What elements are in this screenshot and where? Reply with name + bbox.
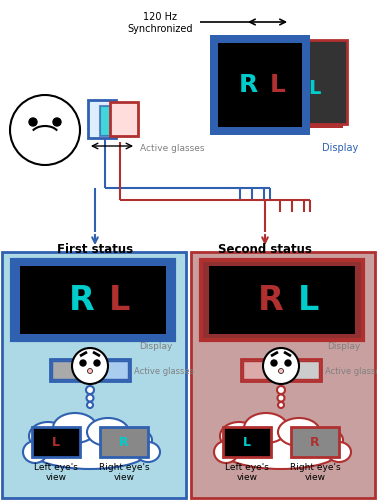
Bar [50, 359, 130, 381]
Text: R: R [257, 284, 283, 316]
Text: Display: Display [322, 143, 358, 153]
Text: Right eye's
view: Right eye's view [290, 463, 340, 482]
Ellipse shape [214, 441, 238, 463]
Text: R: R [119, 436, 129, 448]
Bar [201, 260, 363, 340]
Bar [100, 106, 124, 136]
Text: L: L [308, 78, 320, 98]
Ellipse shape [23, 441, 47, 463]
Bar [291, 427, 339, 457]
Bar [241, 359, 321, 381]
Circle shape [29, 118, 37, 126]
Text: Right eye's
view: Right eye's view [99, 463, 149, 482]
Ellipse shape [278, 418, 320, 446]
Text: R: R [69, 284, 94, 316]
Circle shape [263, 348, 299, 384]
Text: First status: First status [57, 243, 133, 256]
Circle shape [271, 360, 277, 366]
Circle shape [10, 95, 80, 165]
Text: L: L [270, 73, 286, 97]
Circle shape [80, 360, 86, 366]
Ellipse shape [53, 413, 97, 443]
Bar [52, 361, 88, 379]
Bar [223, 427, 271, 457]
Text: Active glasses: Active glasses [325, 368, 377, 376]
Circle shape [285, 360, 291, 366]
Circle shape [277, 386, 285, 394]
Bar [264, 54, 337, 122]
Bar [100, 427, 148, 457]
Ellipse shape [244, 413, 288, 443]
Circle shape [86, 394, 93, 402]
Bar [191, 252, 375, 498]
Text: Left eye's
view: Left eye's view [34, 463, 78, 482]
Ellipse shape [30, 431, 150, 469]
Circle shape [94, 360, 100, 366]
Text: Display: Display [328, 342, 361, 351]
Text: L: L [52, 436, 60, 448]
Text: 120 Hz
Synchronized: 120 Hz Synchronized [127, 12, 193, 34]
Ellipse shape [120, 429, 152, 451]
Text: L: L [297, 284, 319, 316]
Circle shape [86, 386, 94, 394]
Text: R: R [279, 78, 294, 98]
Text: R: R [238, 73, 257, 97]
Bar [209, 266, 355, 334]
Bar [218, 43, 302, 127]
Text: L: L [109, 284, 130, 316]
Bar [110, 102, 138, 136]
Ellipse shape [221, 431, 341, 469]
Bar [272, 40, 347, 124]
Circle shape [87, 368, 92, 374]
Bar [32, 427, 80, 457]
Bar [243, 361, 279, 379]
Ellipse shape [29, 422, 67, 450]
Text: Active glasses: Active glasses [140, 144, 204, 153]
Text: R: R [310, 436, 320, 448]
Text: Active glasses: Active glasses [134, 368, 194, 376]
Bar [12, 260, 174, 340]
Bar [20, 266, 166, 334]
Ellipse shape [311, 429, 343, 451]
Bar [210, 35, 310, 135]
Ellipse shape [87, 418, 129, 446]
Text: Display: Display [139, 342, 172, 351]
Circle shape [277, 394, 285, 402]
Circle shape [278, 402, 284, 408]
Circle shape [279, 368, 284, 374]
Bar [88, 100, 116, 138]
Circle shape [87, 402, 93, 408]
Circle shape [72, 348, 108, 384]
Ellipse shape [327, 442, 351, 462]
Bar [2, 252, 186, 498]
Bar [258, 48, 343, 128]
Bar [0, 0, 377, 250]
Ellipse shape [136, 442, 160, 462]
Ellipse shape [220, 422, 258, 450]
Bar [92, 361, 128, 379]
Circle shape [53, 118, 61, 126]
Text: Left eye's
view: Left eye's view [225, 463, 269, 482]
Text: L: L [243, 436, 251, 448]
Bar [283, 361, 319, 379]
Text: Second status: Second status [218, 243, 312, 256]
